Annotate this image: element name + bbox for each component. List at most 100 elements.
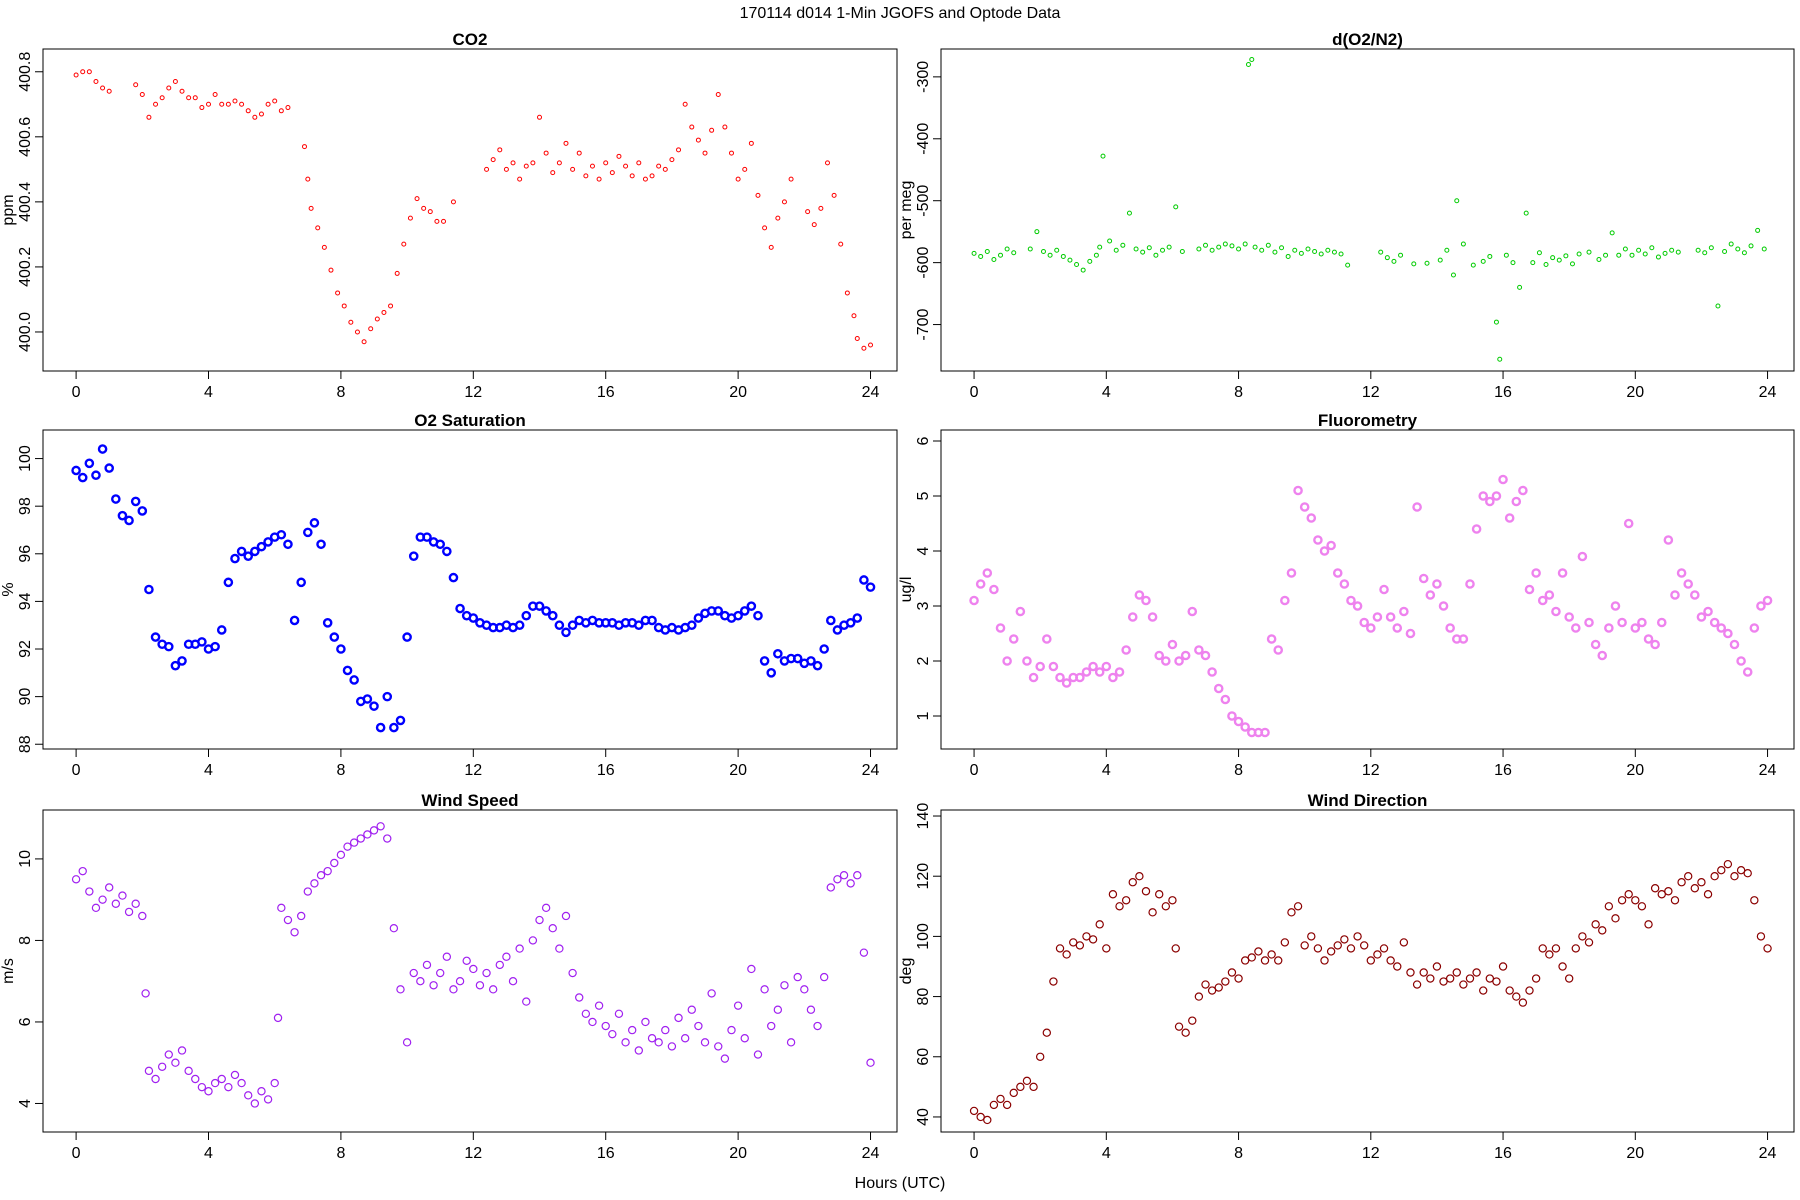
data-point	[1702, 250, 1708, 256]
data-point	[186, 95, 192, 101]
data-point	[1240, 956, 1250, 965]
y-tick-label: 92	[17, 640, 34, 658]
data-point	[1735, 246, 1741, 252]
data-point	[1154, 650, 1165, 661]
data-point	[514, 620, 525, 631]
data-point	[686, 620, 697, 631]
data-point	[1372, 612, 1383, 622]
data-point	[272, 98, 278, 104]
data-point	[396, 985, 405, 994]
data-point	[1293, 485, 1303, 496]
x-tick-label: 12	[1362, 384, 1380, 401]
data-point	[1140, 249, 1146, 255]
data-point	[1340, 935, 1349, 944]
data-point	[1445, 623, 1455, 633]
data-point	[1670, 590, 1680, 600]
data-point	[374, 316, 380, 322]
data-point	[1465, 974, 1475, 983]
data-point	[1412, 980, 1422, 989]
data-point	[1505, 986, 1514, 995]
data-point	[296, 577, 306, 588]
data-point	[811, 222, 817, 228]
panel-title: CO2	[453, 30, 488, 49]
data-point	[137, 506, 148, 516]
y-tick-label: 100	[915, 923, 932, 950]
data-point	[1233, 716, 1244, 727]
data-point	[534, 601, 545, 611]
data-point	[700, 1038, 710, 1047]
data-point	[969, 1106, 979, 1116]
data-point	[1359, 941, 1369, 950]
data-point	[1736, 656, 1746, 666]
data-point	[469, 964, 478, 974]
data-series	[971, 57, 1767, 362]
data-point	[766, 668, 777, 678]
data-point	[515, 944, 524, 953]
panel-o2sat: O2 Saturation% 0 4 8 12 16 20 24 88 90 92 94 96 98 100	[0, 411, 898, 779]
data-point	[124, 907, 134, 917]
data-point	[1597, 650, 1608, 661]
data-point	[395, 715, 406, 726]
data-point	[1663, 535, 1674, 545]
data-point	[1035, 661, 1045, 672]
data-point	[170, 660, 181, 671]
data-point	[1221, 977, 1230, 986]
data-point	[642, 176, 648, 182]
data-point	[1543, 261, 1549, 267]
data-point	[623, 163, 629, 169]
data-point	[245, 108, 251, 114]
y-tick-label: 88	[17, 735, 34, 753]
data-point	[733, 610, 743, 621]
x-tick-label: 4	[204, 762, 213, 779]
y-tick-label: 40	[915, 1108, 932, 1126]
y-tick-label: -600	[915, 247, 932, 279]
data-point	[786, 1038, 796, 1047]
data-point	[707, 989, 716, 998]
x-tick-label: 12	[1362, 762, 1380, 779]
data-point	[753, 1050, 763, 1059]
data-point	[414, 196, 420, 202]
data-point	[1576, 251, 1582, 257]
data-point	[1750, 896, 1759, 905]
data-point	[1174, 1022, 1184, 1031]
data-point	[1259, 247, 1265, 253]
data-point	[813, 1021, 822, 1031]
data-point	[1161, 656, 1171, 666]
data-point	[1656, 617, 1667, 628]
data-point	[273, 1013, 283, 1023]
data-point	[336, 850, 346, 860]
data-point	[1016, 1082, 1025, 1092]
data-point	[1346, 595, 1356, 606]
data-point	[1280, 938, 1290, 947]
data-point	[621, 1038, 630, 1047]
data-point	[1728, 241, 1734, 247]
data-point	[1009, 1088, 1018, 1098]
data-point	[1220, 694, 1231, 705]
data-point	[976, 1112, 985, 1122]
data-point	[1101, 661, 1112, 672]
data-point	[462, 956, 471, 966]
data-point	[1518, 998, 1528, 1007]
x-tick-label: 8	[1234, 1145, 1243, 1162]
x-tick-label: 16	[1494, 384, 1512, 401]
x-tick-label: 8	[1234, 762, 1243, 779]
data-point	[1338, 251, 1344, 257]
data-point	[806, 656, 816, 666]
x-tick-label: 8	[336, 384, 345, 401]
data-point	[1531, 974, 1541, 983]
x-tick-label: 16	[597, 384, 615, 401]
data-point	[689, 124, 695, 130]
data-point	[1002, 1100, 1012, 1110]
data-point	[363, 830, 372, 839]
y-tick-label: 80	[915, 988, 932, 1006]
data-point	[402, 1038, 412, 1047]
data-point	[1465, 579, 1475, 589]
data-point	[1512, 992, 1521, 1001]
data-point	[1756, 601, 1766, 611]
data-point	[523, 163, 529, 169]
data-point	[349, 675, 359, 685]
data-point	[329, 632, 340, 642]
data-point	[1670, 896, 1680, 905]
data-point	[1708, 245, 1714, 251]
data-point	[859, 575, 869, 585]
